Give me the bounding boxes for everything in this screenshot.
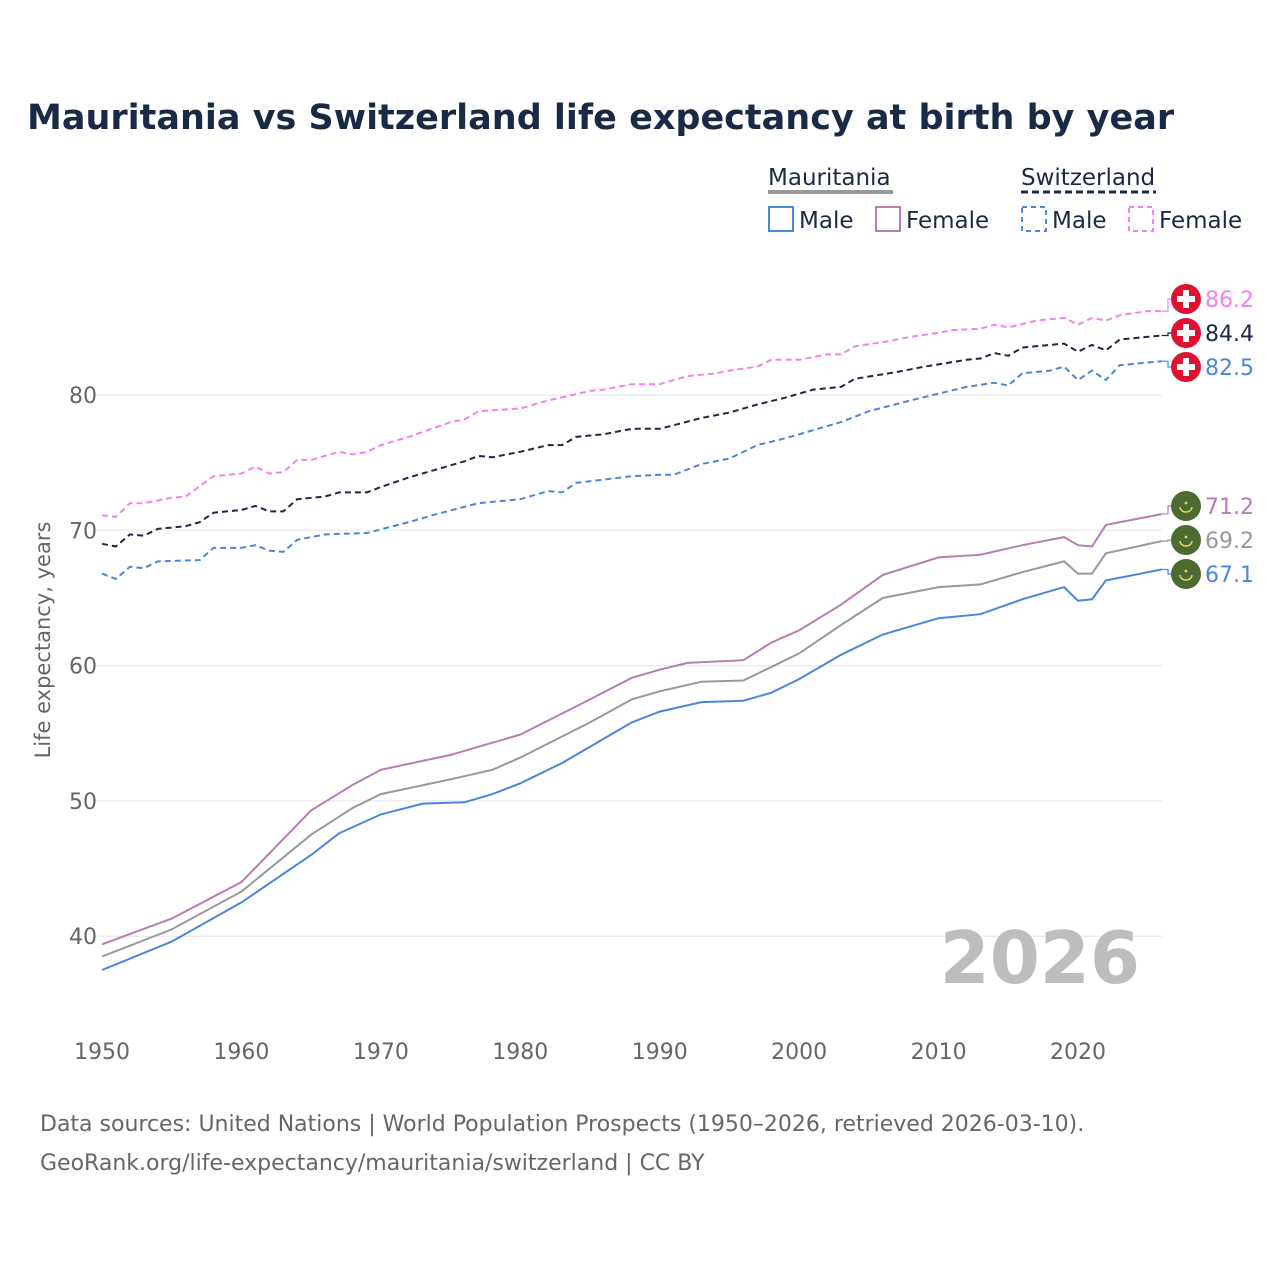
legend-mauritania-male[interactable]: Male [799,208,853,234]
end-connector [1161,332,1172,337]
y-tick-label: 70 [69,519,97,544]
mauritania-flag-icon [1171,559,1201,589]
x-tick-label: 1970 [353,1040,409,1065]
end-connector [1161,568,1172,575]
star-icon [1184,501,1188,505]
x-tick-label: 2020 [1050,1040,1106,1065]
series-line-switzerland-female [101,310,1162,518]
crescent-icon [1179,540,1193,547]
star-icon [1184,535,1188,539]
end-value-label: 86.2 [1205,288,1254,313]
gridlines [95,394,1162,937]
end-value-label: 69.2 [1205,529,1254,554]
end-value-label: 67.1 [1205,563,1254,588]
mauritania-flag-icon [1171,491,1201,521]
star-icon [1184,569,1188,573]
x-tick-label: 1960 [213,1040,269,1065]
swiss-cross-icon [1177,358,1195,376]
legend-mauritania[interactable]: Mauritania [768,165,891,191]
x-tick-label: 1950 [74,1040,130,1065]
series-line-switzerland-male [101,360,1162,581]
y-tick-label: 60 [69,655,97,680]
legend-switzerland[interactable]: Switzerland [1021,165,1155,191]
end-connector [1161,360,1172,368]
y-tick-label: 80 [69,384,97,409]
y-tick-label: 40 [69,925,97,950]
end-value-label: 84.4 [1205,322,1254,347]
end-connector [1161,505,1172,515]
x-tick-label: 1980 [492,1040,548,1065]
x-tick-label: 1990 [632,1040,688,1065]
legend-switzerland-female[interactable]: Female [1159,208,1242,234]
swiss-cross-icon [1177,290,1195,308]
crescent-icon [1179,506,1193,513]
series-line-mauritania-total [101,540,1162,958]
x-axis: 1950 1960 1970 1980 1990 2000 2010 2020 [74,1040,1106,1065]
swiss-cross-icon [1177,324,1195,342]
chart-title: Mauritania vs Switzerland life expectanc… [27,98,1175,138]
series-line-switzerland-total [101,334,1162,548]
y-axis: 40 50 60 70 80 [69,384,97,950]
end-connector [1161,298,1172,312]
legend-mauritania-female-swatch [875,206,901,232]
legend-mauritania-male-swatch [768,206,794,232]
x-tick-label: 2010 [911,1040,967,1065]
year-watermark: 2026 [940,916,1140,1000]
legend-switzerland-female-swatch [1128,206,1154,232]
legend: Mauritania Male Female Switzerland Male … [768,165,1242,234]
end-connector [1161,539,1172,542]
series-line-mauritania-male [101,568,1162,971]
y-tick-label: 50 [69,790,97,815]
footer-sources: Data sources: United Nations | World Pop… [40,1112,1084,1137]
legend-switzerland-male-swatch [1021,206,1047,232]
mauritania-flag-icon [1171,525,1201,555]
end-value-label: 82.5 [1205,356,1254,381]
end-value-label: 71.2 [1205,495,1254,520]
legend-switzerland-male[interactable]: Male [1052,208,1106,234]
x-tick-label: 2000 [771,1040,827,1065]
series-lines [101,310,1162,971]
y-axis-label: Life expectancy, years [31,522,55,759]
footer-link[interactable]: GeoRank.org/life-expectancy/mauritania/s… [40,1151,705,1176]
series-line-mauritania-female [101,513,1162,946]
crescent-icon [1179,574,1193,581]
end-labels: 86.2 84.4 82.5 71.2 69.2 67.1 [1161,284,1254,589]
legend-mauritania-female[interactable]: Female [906,208,989,234]
